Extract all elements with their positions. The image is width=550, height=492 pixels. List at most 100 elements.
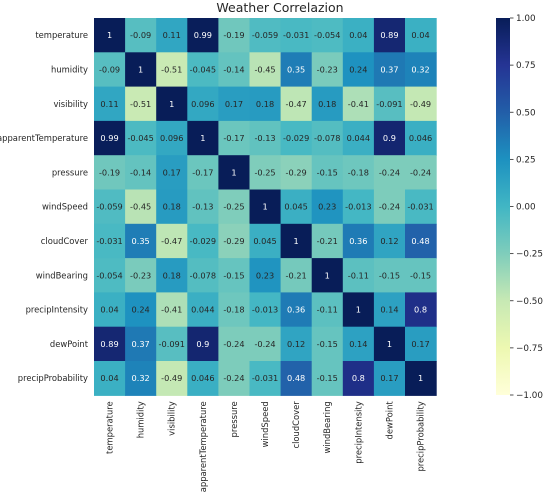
cell-value-label: -0.25: [254, 167, 275, 177]
heatmap-cell: [187, 223, 219, 259]
cell-value-label: -0.13: [192, 202, 213, 212]
heatmap-cell: [342, 326, 375, 362]
cell-value-label: -0.059: [252, 30, 278, 40]
heatmap-cell: [249, 258, 282, 293]
heatmap-cell: [249, 86, 282, 122]
heatmap-cell: [187, 189, 219, 225]
heatmap-cell: [156, 189, 188, 225]
column-label: temperature: [105, 401, 115, 454]
cell-value-label: -0.15: [410, 270, 431, 280]
cell-value-label: 0.99: [100, 133, 118, 143]
heatmap-cell: [280, 52, 313, 88]
cell-value-label: -0.029: [190, 236, 216, 246]
cell-value-label: 1: [418, 373, 423, 383]
cell-value-label: -0.24: [410, 167, 431, 177]
heatmap-cell: [405, 52, 437, 88]
column-label: precipIntensity: [353, 401, 363, 463]
cell-value-label: 0.045: [253, 236, 276, 246]
cell-value-label: 1: [231, 167, 236, 177]
cell-value-label: -0.15: [223, 270, 244, 280]
cell-value-label: -0.045: [190, 64, 216, 74]
cell-value-label: -0.029: [283, 133, 309, 143]
cell-value-label: -0.09: [99, 64, 120, 74]
cell-value-label: -0.51: [161, 64, 182, 74]
row-label: temperature: [35, 30, 88, 40]
cell-value-label: -0.21: [317, 236, 338, 246]
heatmap-cell: [342, 292, 375, 328]
cell-value-label: 0.8: [352, 373, 365, 383]
heatmap-cell: [125, 292, 157, 328]
heatmap-cell: [373, 52, 406, 88]
heatmap-cell: [311, 155, 344, 191]
cell-value-label: -0.078: [314, 133, 340, 143]
heatmap-cell: [373, 258, 406, 293]
heatmap-cell: [280, 189, 313, 225]
heatmap-cell: [311, 86, 344, 122]
heatmap-cell: [125, 258, 157, 293]
heatmap-cell: [342, 155, 375, 191]
heatmap-cell: [156, 52, 188, 88]
heatmap-cell: [125, 86, 157, 122]
heatmap-cell: [218, 189, 251, 225]
cell-value-label: -0.24: [223, 373, 244, 383]
column-label: apparentTemperature: [198, 401, 208, 492]
heatmap-cell: [249, 292, 282, 328]
cell-value-label: -0.11: [348, 270, 369, 280]
colorbar-tick-label: −0.25: [516, 250, 543, 260]
heatmap-cell: [405, 18, 437, 53]
heatmap-cell: [187, 52, 219, 88]
heatmap-cell: [94, 52, 126, 88]
heatmap-cell: [311, 292, 344, 328]
cell-value-label: 0.04: [349, 30, 367, 40]
cell-value-label: 0.17: [225, 99, 243, 109]
heatmap-cell: [280, 361, 313, 396]
cell-value-label: -0.49: [161, 373, 182, 383]
cell-value-label: 0.04: [100, 305, 118, 315]
row-label: pressure: [52, 167, 88, 177]
cell-value-label: -0.23: [317, 64, 338, 74]
cell-value-label: 0.17: [163, 167, 181, 177]
cell-value-label: -0.41: [348, 99, 369, 109]
row-label: precipProbability: [18, 373, 88, 383]
heatmap-cell: [311, 258, 344, 293]
heatmap-cell: [94, 120, 126, 156]
cell-value-label: 0.096: [160, 133, 183, 143]
cell-value-label: -0.15: [379, 270, 400, 280]
colorbar-tick-label: 0.75: [516, 61, 536, 71]
cell-value-label: 0.23: [318, 202, 336, 212]
heatmap-cell: [373, 361, 406, 396]
cell-value-label: -0.24: [223, 339, 244, 349]
heatmap-cell: [125, 189, 157, 225]
cell-value-label: -0.15: [317, 167, 338, 177]
heatmap-cell: [405, 155, 437, 191]
cell-value-label: -0.054: [314, 30, 340, 40]
cell-value-label: 1: [169, 99, 174, 109]
cell-value-label: -0.18: [223, 305, 244, 315]
cell-value-label: 0.89: [380, 30, 398, 40]
cell-value-label: 1: [325, 270, 330, 280]
cell-value-label: -0.23: [130, 270, 151, 280]
cell-value-label: 0.04: [100, 373, 118, 383]
heatmap-cell: [218, 18, 251, 53]
chart-title: Weather Correlazion: [216, 0, 343, 15]
colorbar-tick-label: 0.50: [516, 108, 536, 118]
cell-value-label: -0.47: [286, 99, 307, 109]
row-label: humidity: [51, 64, 88, 74]
heatmap-cell: [373, 223, 406, 259]
cell-value-label: -0.091: [159, 339, 185, 349]
cell-value-label: -0.29: [286, 167, 307, 177]
column-label: cloudCover: [291, 401, 301, 449]
heatmap-cell: [125, 52, 157, 88]
cell-value-label: -0.49: [410, 99, 431, 109]
cell-value-label: 0.36: [349, 236, 367, 246]
column-label: precipProbability: [416, 401, 426, 471]
row-label: visibility: [53, 99, 88, 109]
cell-value-label: -0.21: [286, 270, 307, 280]
cell-value-label: 1: [294, 236, 299, 246]
cell-value-label: 0.12: [380, 236, 398, 246]
cell-value-label: -0.091: [376, 99, 402, 109]
heatmap-cell: [187, 155, 219, 191]
heatmap-cell: [342, 189, 375, 225]
heatmap-cell: [156, 86, 188, 122]
